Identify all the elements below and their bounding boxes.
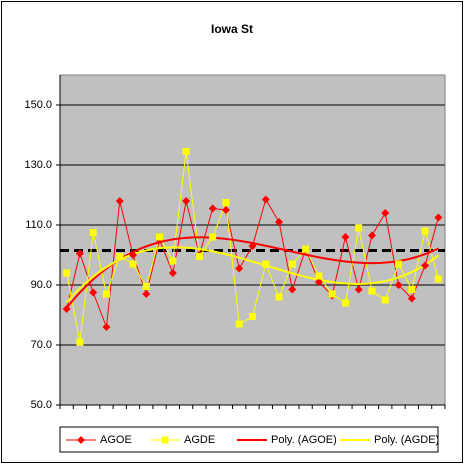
data-point [381,209,390,217]
data-point [222,199,230,206]
data-point [209,233,217,241]
data-point [314,278,323,286]
data-point [89,288,98,297]
data-point [182,197,191,205]
data-point [315,272,323,280]
y-tick-label: 70.0 [31,339,52,351]
data-point [208,204,217,213]
data-point [408,286,416,293]
chart-title: Iowa St [211,22,253,36]
data-point [129,251,138,259]
legend-label: Poly. (AGOE) [271,434,337,446]
data-point [434,213,443,222]
data-point [394,281,403,289]
data-point [367,231,376,240]
data-point [368,287,376,295]
data-point [195,253,203,260]
data-point [275,293,283,301]
data-point [142,283,150,290]
trendline [65,246,439,304]
y-tick-label: 150.0 [24,99,52,111]
data-point [302,245,310,253]
data-point [395,260,403,268]
data-point [275,218,284,226]
data-point [288,285,297,294]
data-point [328,290,336,298]
data-point [76,338,84,346]
data-point [75,249,84,258]
data-point [235,264,244,273]
data-point [261,195,270,204]
y-tick-label: 130.0 [24,159,52,171]
legend-label: AGDE [184,434,215,446]
data-point [421,261,430,270]
plot-area [59,74,446,406]
y-tick-label: 110.0 [25,219,52,231]
data-point [355,224,363,232]
y-tick-label: 90.0 [31,279,52,291]
data-point [434,275,442,283]
data-point [77,436,85,444]
data-point [381,296,389,304]
data-point [407,294,416,303]
data-point [63,269,71,277]
data-point [221,206,230,214]
data-point [421,227,429,235]
data-point [129,260,137,268]
legend-label: Poly. (AGDE) [374,434,439,446]
data-point [115,197,124,205]
data-point [161,436,169,444]
data-point [248,242,257,250]
y-tick-label: 50.0 [31,399,52,411]
data-point [102,323,111,331]
data-point [249,313,256,320]
data-point [235,320,243,328]
data-point [341,233,350,241]
data-point [89,229,97,236]
data-point [156,233,164,241]
data-point [102,290,110,298]
data-point [168,269,177,277]
data-point [288,260,296,268]
data-point [341,299,349,307]
data-point [262,260,270,268]
data-point [354,285,363,294]
legend-label: AGOE [100,434,132,446]
data-point [116,253,124,260]
data-point [182,148,190,155]
data-point [62,305,71,313]
data-point [142,290,151,298]
data-point [169,257,177,265]
